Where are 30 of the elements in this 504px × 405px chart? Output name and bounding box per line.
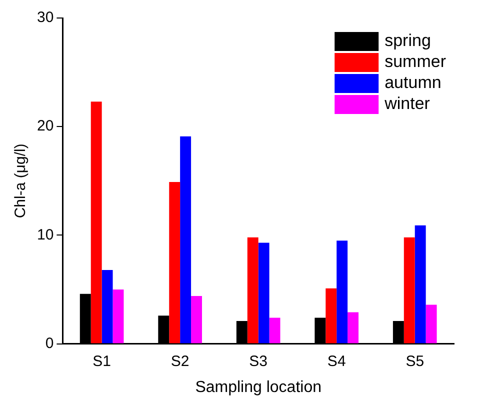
- bar: [102, 270, 113, 344]
- bar: [269, 318, 280, 344]
- legend-label: autumn: [384, 73, 442, 92]
- x-tick-label: S2: [170, 352, 190, 370]
- bar: [414, 225, 426, 344]
- bar: [191, 296, 202, 344]
- y-tick-label: 0: [45, 334, 54, 352]
- bar: [258, 242, 270, 344]
- x-tick-label: S5: [406, 352, 424, 370]
- bar: [404, 237, 415, 344]
- bar: [426, 304, 437, 344]
- bar: [348, 312, 359, 344]
- bar: [336, 240, 348, 344]
- y-tick-label: 10: [36, 226, 54, 244]
- legend-label: winter: [384, 94, 430, 114]
- legend-label: spring: [384, 31, 431, 50]
- x-tick-label: S3: [249, 352, 268, 370]
- bar: [326, 288, 337, 344]
- bar: [169, 182, 180, 344]
- y-tick-label: 30: [36, 9, 54, 26]
- bar: [180, 136, 192, 344]
- bar: [247, 237, 258, 344]
- y-tick-label: 20: [36, 118, 54, 135]
- y-axis-title: Chl-a (μg/l): [12, 144, 30, 218]
- bar: [90, 102, 102, 344]
- x-tick-label: S4: [327, 352, 346, 370]
- x-tick-label: S1: [92, 352, 111, 370]
- legend-label: summer: [384, 52, 446, 72]
- bar: [112, 290, 124, 344]
- x-axis-title: Sampling location: [195, 378, 322, 396]
